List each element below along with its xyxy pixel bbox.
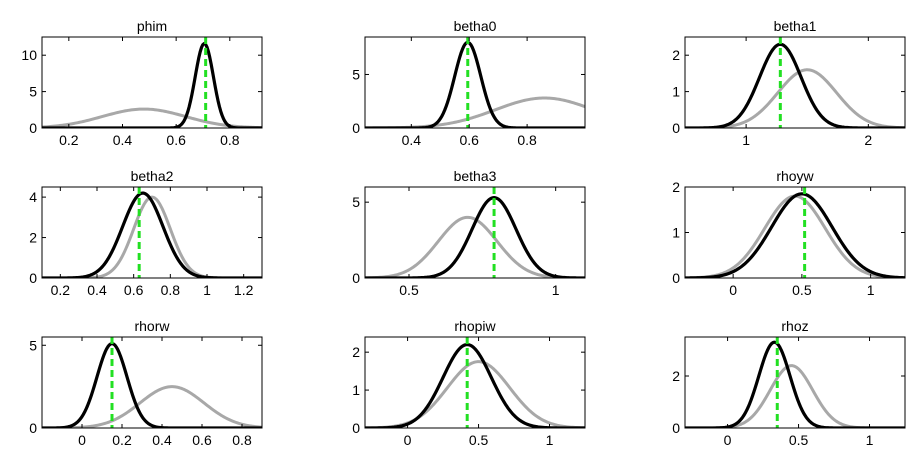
axes-box: [41, 336, 263, 429]
subplot-title: betha0: [454, 18, 497, 34]
x-tick-label: 0.5: [399, 282, 419, 298]
posterior-density-curve: [365, 40, 585, 128]
posterior-density-curve: [365, 196, 585, 278]
x-tick-label: 0.5: [469, 432, 489, 448]
subplot-title: phim: [137, 18, 167, 34]
y-tick-label: 0: [352, 420, 360, 436]
subplot-title: rhoyw: [776, 168, 814, 184]
y-tick-label: 5: [352, 66, 360, 82]
y-tick-label: 5: [29, 337, 37, 353]
axes-box: [684, 36, 906, 129]
x-tick-label: 1: [742, 132, 750, 148]
x-tick-label: 0.6: [166, 132, 186, 148]
posterior-density-curve: [42, 191, 262, 278]
posterior-density-curve: [685, 192, 905, 278]
axes-box: [364, 186, 586, 279]
posterior-density-curve: [42, 342, 262, 428]
y-tick-label: 2: [672, 179, 680, 195]
y-tick-label: 5: [29, 84, 37, 100]
y-tick-label: 2: [352, 344, 360, 360]
axes-box: [41, 36, 263, 129]
x-tick-label: 0.4: [152, 432, 172, 448]
axes-box: [364, 336, 586, 429]
subplot-title: rhopiw: [454, 318, 496, 334]
y-tick-label: 0: [352, 120, 360, 136]
prior-density-curve: [42, 107, 262, 128]
prior-density-curve: [42, 195, 262, 278]
x-tick-label: 0.8: [161, 282, 181, 298]
subplot-title: betha1: [774, 18, 817, 34]
x-tick-label: 0.2: [59, 132, 79, 148]
y-tick-label: 2: [672, 368, 680, 384]
y-tick-label: 0: [672, 270, 680, 286]
prior-density-curve: [685, 194, 905, 278]
prior-density-curve: [685, 68, 905, 128]
y-tick-label: 1: [352, 382, 360, 398]
axes-box: [684, 336, 906, 429]
y-tick-label: 2: [672, 47, 680, 63]
y-tick-label: 4: [29, 189, 37, 205]
subplot-rhoyw: rhoyw 0 0.5 1 0 1 2: [672, 168, 906, 298]
axes-box: [41, 186, 263, 279]
subplot-rhorw: rhorw 0 0.2 0.4 0.6 0.8 0 5: [29, 318, 263, 448]
y-tick-label: 0: [672, 120, 680, 136]
subplot-title: betha3: [454, 168, 497, 184]
x-tick-label: 0.2: [51, 282, 71, 298]
x-tick-label: 0.4: [402, 132, 422, 148]
subplot-betha2: betha2 0.2 0.4 0.6 0.8 1 1.2 0 2 4: [29, 168, 263, 298]
x-tick-label: 0.4: [113, 132, 133, 148]
prior-density-curve: [365, 96, 585, 128]
x-tick-label: 0.6: [124, 282, 144, 298]
x-tick-label: 0.5: [792, 282, 812, 298]
y-tick-label: 0: [29, 420, 37, 436]
x-tick-label: 0.5: [789, 432, 809, 448]
subplot-betha3: betha3 0.5 1 0 5: [352, 168, 586, 298]
subplot-betha0: betha0 0.4 0.6 0.8 0 5: [352, 18, 586, 148]
subplot-betha1: betha1 1 2 0 1 2: [672, 18, 906, 148]
x-tick-label: 0.6: [459, 132, 479, 148]
y-tick-label: 5: [352, 194, 360, 210]
prior-density-curve: [365, 360, 585, 428]
x-tick-label: 0.2: [112, 432, 132, 448]
x-tick-label: 0: [78, 432, 86, 448]
y-tick-label: 10: [21, 47, 37, 63]
x-tick-label: 1: [552, 282, 560, 298]
x-tick-label: 0.8: [517, 132, 537, 148]
subplot-title: rhorw: [134, 318, 170, 334]
x-tick-label: 0.8: [232, 432, 252, 448]
y-tick-label: 0: [672, 420, 680, 436]
y-tick-label: 1: [672, 225, 680, 241]
x-tick-label: 2: [864, 132, 872, 148]
axes-box: [684, 186, 906, 279]
axes-box: [364, 36, 586, 129]
subplot-title: rhoz: [781, 318, 808, 334]
subplot-rhopiw: rhopiw 0 0.5 1 0 1 2: [352, 318, 586, 448]
posterior-density-curve: [685, 42, 905, 128]
x-tick-label: 1: [867, 282, 875, 298]
y-tick-label: 1: [672, 84, 680, 100]
x-tick-label: 0: [729, 282, 737, 298]
x-tick-label: 0.8: [220, 132, 240, 148]
x-tick-label: 0: [404, 432, 412, 448]
x-tick-label: 1: [546, 432, 554, 448]
x-tick-label: 1: [866, 432, 874, 448]
x-tick-label: 1.2: [234, 282, 254, 298]
subplot-rhoz: rhoz 0 0.5 1 0 2: [672, 318, 906, 448]
y-tick-label: 0: [29, 120, 37, 136]
posterior-density-curve: [685, 340, 905, 428]
posterior-density-curve: [42, 41, 262, 128]
x-tick-label: 0.4: [87, 282, 107, 298]
subplot-phim: phim 0.2 0.4 0.6 0.8 0 5 10: [21, 18, 263, 148]
x-tick-label: 0.6: [192, 432, 212, 448]
prior-density-curve: [42, 385, 262, 428]
x-tick-label: 1: [203, 282, 211, 298]
y-tick-label: 0: [352, 270, 360, 286]
subplot-title: betha2: [131, 168, 174, 184]
x-tick-label: 0: [724, 432, 732, 448]
y-tick-label: 2: [29, 230, 37, 246]
y-tick-label: 0: [29, 270, 37, 286]
posterior-density-curve: [365, 343, 585, 428]
